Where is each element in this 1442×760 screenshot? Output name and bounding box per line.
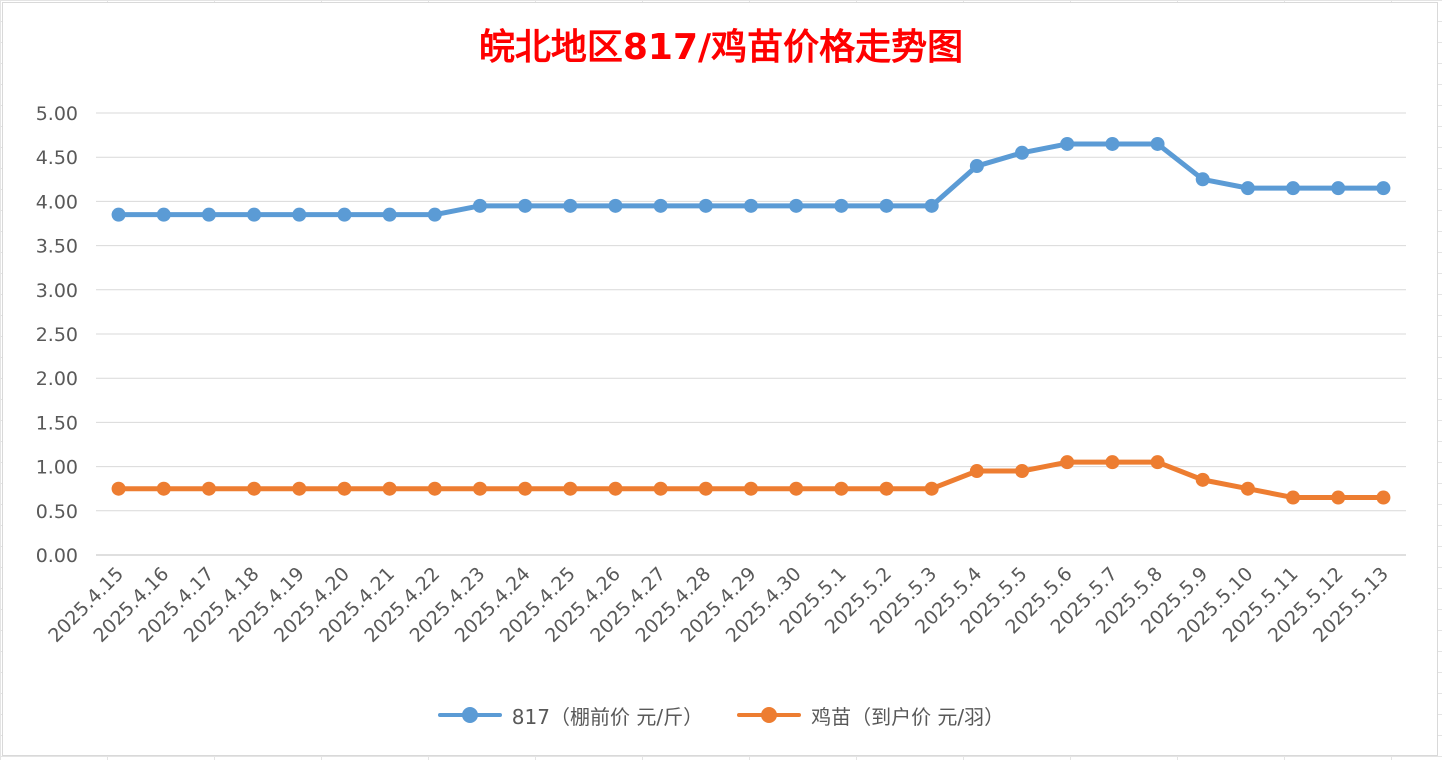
data-point[interactable]: [1015, 464, 1030, 479]
data-point[interactable]: [156, 481, 171, 496]
data-point[interactable]: [563, 481, 578, 496]
data-point[interactable]: [472, 481, 487, 496]
y-tick-label: 0.50: [36, 501, 78, 523]
data-point[interactable]: [337, 207, 352, 222]
data-point[interactable]: [382, 207, 397, 222]
y-tick-label: 2.50: [36, 324, 78, 346]
data-point[interactable]: [1240, 181, 1255, 196]
legend[interactable]: 817（棚前价 元/斤） 鸡苗（到户价 元/羽）: [0, 700, 1442, 730]
data-point[interactable]: [1376, 181, 1391, 196]
data-point[interactable]: [382, 481, 397, 496]
series-layer: [111, 136, 1391, 505]
data-point[interactable]: [518, 481, 533, 496]
data-point[interactable]: [1286, 490, 1301, 505]
data-point[interactable]: [698, 198, 713, 213]
series-0: [111, 136, 1391, 222]
y-tick-label: 0.00: [36, 545, 78, 567]
data-point[interactable]: [1376, 490, 1391, 505]
data-point[interactable]: [292, 481, 307, 496]
data-point[interactable]: [1331, 181, 1346, 196]
data-point[interactable]: [427, 207, 442, 222]
y-tick-label: 3.00: [36, 280, 78, 302]
legend-swatch-chick: [737, 705, 802, 725]
data-point[interactable]: [608, 198, 623, 213]
data-point[interactable]: [337, 481, 352, 496]
data-point[interactable]: [247, 207, 262, 222]
data-point[interactable]: [698, 481, 713, 496]
data-point[interactable]: [879, 198, 894, 213]
data-point[interactable]: [201, 481, 216, 496]
series-1: [111, 455, 1391, 505]
data-point[interactable]: [879, 481, 894, 496]
y-tick-label: 4.50: [36, 147, 78, 169]
y-tick-label: 5.00: [36, 103, 78, 125]
data-point[interactable]: [1060, 136, 1075, 151]
legend-item-chick[interactable]: 鸡苗（到户价 元/羽）: [737, 701, 1004, 730]
chart-title: 皖北地区817/鸡苗价格走势图: [478, 27, 964, 68]
data-point[interactable]: [834, 481, 849, 496]
data-point[interactable]: [969, 464, 984, 479]
data-point[interactable]: [1331, 490, 1346, 505]
data-point[interactable]: [1150, 136, 1165, 151]
data-point[interactable]: [1105, 136, 1120, 151]
data-point[interactable]: [427, 481, 442, 496]
legend-swatch-817: [437, 705, 502, 725]
data-point[interactable]: [1286, 181, 1301, 196]
legend-label-chick: 鸡苗（到户价 元/羽）: [811, 704, 1005, 729]
y-tick-label: 4.00: [36, 191, 78, 213]
data-point[interactable]: [1195, 472, 1210, 487]
data-point[interactable]: [1150, 455, 1165, 470]
data-point[interactable]: [789, 481, 804, 496]
data-point[interactable]: [789, 198, 804, 213]
y-tick-label: 1.50: [36, 412, 78, 434]
data-point[interactable]: [563, 198, 578, 213]
legend-label-817: 817（棚前价 元/斤）: [511, 704, 704, 729]
data-point[interactable]: [1060, 455, 1075, 470]
data-point[interactable]: [1015, 145, 1030, 160]
data-point[interactable]: [1195, 172, 1210, 187]
data-point[interactable]: [653, 481, 668, 496]
data-point[interactable]: [472, 198, 487, 213]
legend-item-817[interactable]: 817（棚前价 元/斤）: [437, 701, 704, 730]
data-point[interactable]: [201, 207, 216, 222]
y-tick-label: 1.00: [36, 457, 78, 479]
x-axis-ticks: 2025.4.152025.4.162025.4.172025.4.182025…: [44, 563, 1393, 647]
data-point[interactable]: [653, 198, 668, 213]
data-point[interactable]: [608, 481, 623, 496]
data-point[interactable]: [156, 207, 171, 222]
data-point[interactable]: [924, 198, 939, 213]
y-axis-ticks: 0.00 0.50 1.00 1.50 2.00 2.50 3.00 3.50 4.00 4.50…: [36, 103, 78, 567]
data-point[interactable]: [292, 207, 307, 222]
data-point[interactable]: [111, 207, 126, 222]
gridlines: [96, 112, 1406, 556]
data-point[interactable]: [924, 481, 939, 496]
data-point[interactable]: [111, 481, 126, 496]
data-point[interactable]: [969, 159, 984, 174]
data-point[interactable]: [1105, 455, 1120, 470]
data-point[interactable]: [744, 198, 758, 213]
data-point[interactable]: [247, 481, 262, 496]
data-point[interactable]: [1240, 481, 1255, 496]
data-point[interactable]: [834, 198, 849, 213]
data-point[interactable]: [518, 198, 533, 213]
data-point[interactable]: [744, 481, 758, 496]
y-tick-label: 3.50: [36, 236, 78, 258]
y-tick-label: 2.00: [36, 368, 78, 390]
